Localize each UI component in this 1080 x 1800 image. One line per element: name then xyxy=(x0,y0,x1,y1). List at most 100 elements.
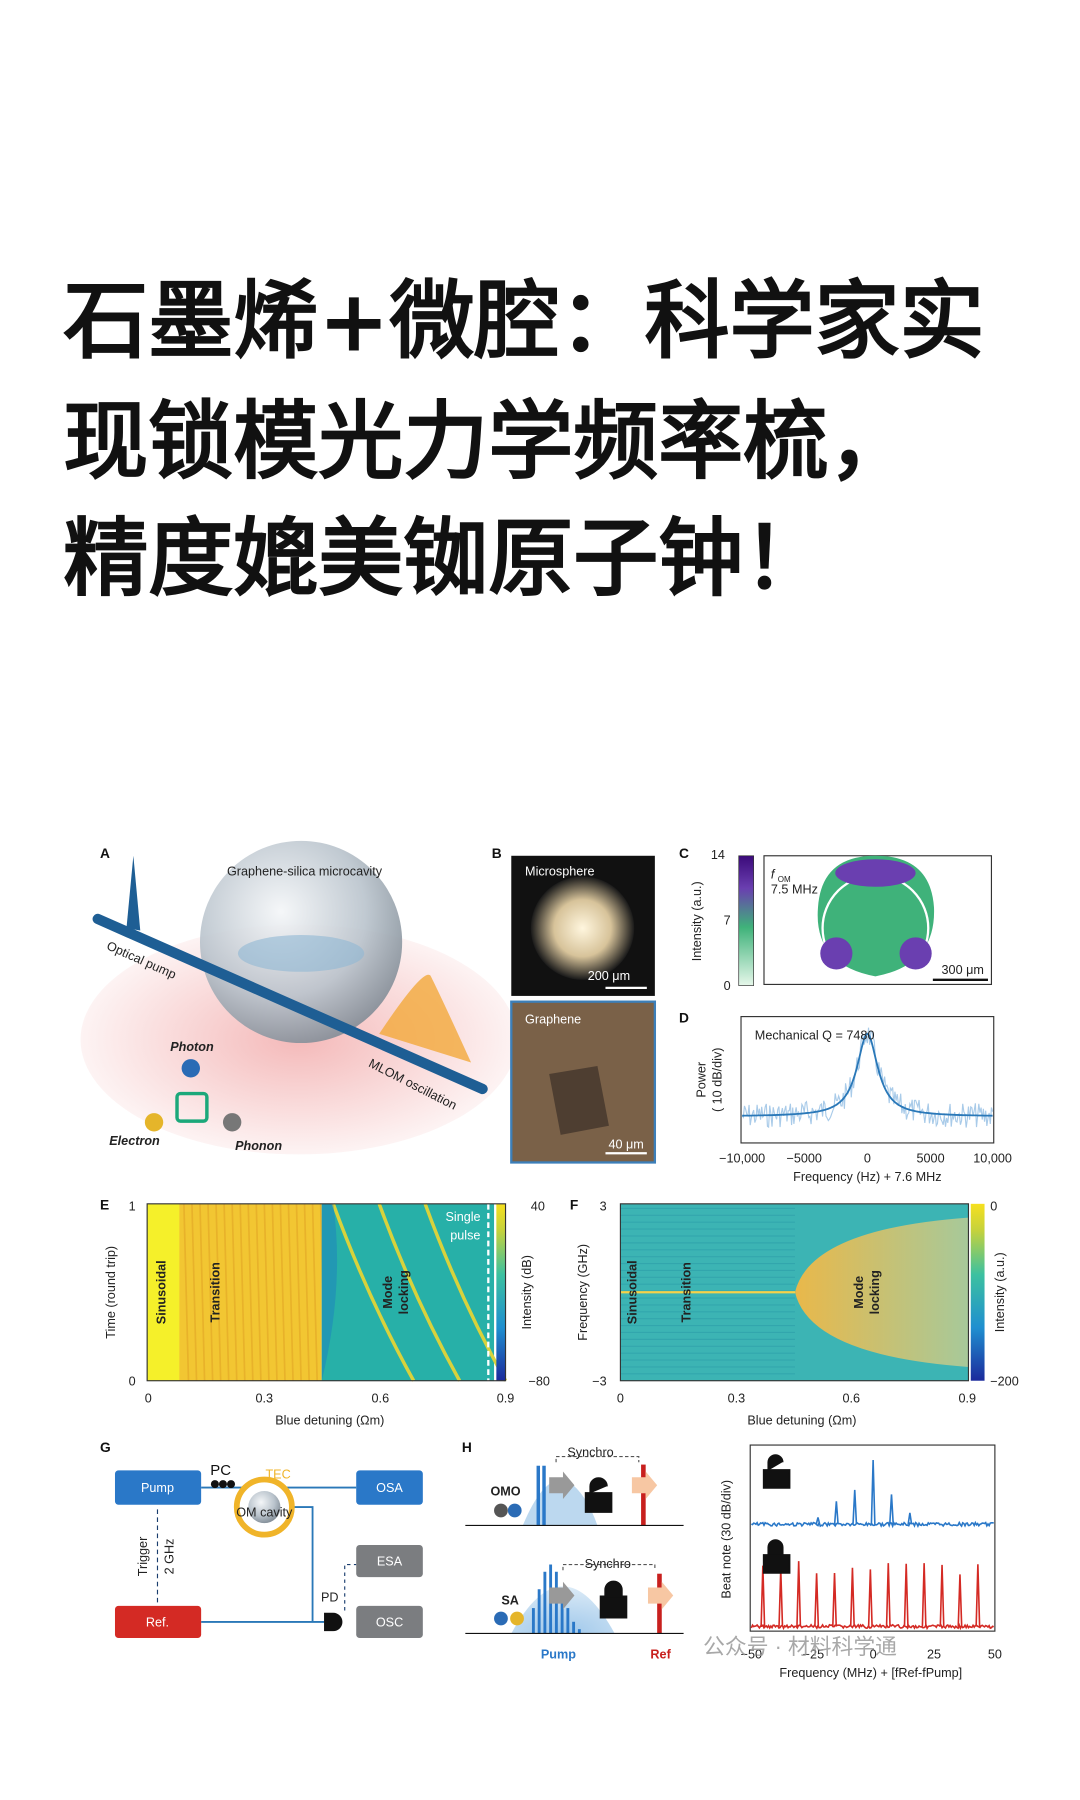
scale-label: 300 μm xyxy=(942,963,984,977)
axis-label: Intensity (a.u.) xyxy=(993,1252,1007,1332)
pd-link xyxy=(344,1563,357,1611)
region-label: locking xyxy=(397,1270,411,1314)
panel-label: C xyxy=(679,846,689,861)
frame xyxy=(146,1203,507,1382)
tick-label: 0 xyxy=(145,1392,152,1406)
shift-arrow xyxy=(647,1581,674,1610)
stripe xyxy=(199,1203,206,1381)
shade xyxy=(321,1203,338,1381)
tick-label: 0.3 xyxy=(256,1392,274,1406)
panel-label: H xyxy=(462,1440,472,1455)
stripes xyxy=(620,1207,796,1375)
axis-label: Intensity (dB) xyxy=(520,1255,534,1329)
stripe xyxy=(295,1203,302,1381)
stripe xyxy=(311,1203,319,1381)
comb-line xyxy=(560,1589,564,1634)
fit-trace xyxy=(742,1032,993,1117)
omo-line xyxy=(536,1465,540,1526)
soliton-traces xyxy=(321,1203,508,1382)
unlock-icon xyxy=(584,1477,613,1513)
region-label: Transition xyxy=(209,1262,223,1322)
tick-label: 0 xyxy=(870,1648,877,1662)
pc-dot xyxy=(226,1480,236,1489)
panel-g: Pump OSA ESA OSC Ref. G PC TEC OM cavity… xyxy=(100,1440,423,1639)
box-label: OSC xyxy=(376,1616,403,1630)
panel-d: D Mechanical Q = 7480 Power ( 10 dB/div)… xyxy=(679,1010,1012,1184)
comb-line xyxy=(566,1608,570,1634)
annotation: PD xyxy=(321,1590,339,1604)
trace xyxy=(331,1203,416,1382)
annotation: Ref xyxy=(650,1648,671,1662)
box-label: Ref. xyxy=(146,1616,169,1630)
heatmap-region xyxy=(147,1203,180,1381)
tick-label: 0.9 xyxy=(959,1392,977,1406)
panel-title: Graphene-silica microcavity xyxy=(227,864,383,878)
tick-label: −5000 xyxy=(786,1151,821,1165)
annotation: Synchro xyxy=(585,1557,631,1571)
tick-label: −50 xyxy=(741,1648,762,1662)
region-label: Single xyxy=(445,1210,480,1224)
tick-label: −80 xyxy=(529,1374,550,1388)
stripe xyxy=(263,1203,270,1381)
colorbar xyxy=(738,855,755,986)
axis-label: ( 10 dB/div) xyxy=(710,1047,724,1112)
region-label: Sinusoidal xyxy=(155,1260,169,1324)
stripe xyxy=(279,1203,286,1381)
electron-ball xyxy=(144,1113,164,1132)
panel-h: H Synchro Synchro OMO SA Pump Ref Beat n… xyxy=(462,1440,1002,1680)
phonon-ball xyxy=(222,1113,242,1132)
panel-label: F xyxy=(570,1198,578,1213)
annotation: PC xyxy=(210,1462,231,1479)
unlock-icon xyxy=(762,1454,791,1489)
stripe xyxy=(231,1203,238,1381)
synchro-bracket xyxy=(555,1455,656,1571)
colorbar xyxy=(970,1203,985,1381)
annotation: Mechanical Q = 7480 xyxy=(755,1029,875,1043)
panel-label: E xyxy=(100,1198,109,1213)
tick-label: 5000 xyxy=(917,1151,945,1165)
watermark: 公众号 · 材料科学通 xyxy=(703,1634,897,1659)
title-line: 现锁模光力学频率梳， xyxy=(63,393,913,492)
annotation: Trigger xyxy=(136,1537,150,1577)
box-label: Pump xyxy=(141,1481,174,1495)
stripe xyxy=(183,1203,190,1381)
annotation: Synchro xyxy=(567,1446,613,1460)
comb xyxy=(379,974,472,1063)
shift-arrow xyxy=(549,1581,575,1610)
ball xyxy=(494,1611,508,1626)
title-line: 精度媲美铷原子钟！ xyxy=(63,510,828,609)
stripe xyxy=(223,1203,230,1381)
comb-line xyxy=(537,1589,541,1634)
pc-dot xyxy=(210,1480,219,1489)
annotation: 7.5 MHz xyxy=(771,883,818,897)
comb-line xyxy=(572,1621,576,1634)
stripe xyxy=(191,1203,198,1381)
lobe xyxy=(899,937,932,970)
ball xyxy=(507,1503,522,1518)
panel-b: B Microsphere 200 μm Graphene 40 μm xyxy=(492,846,657,1164)
stripe xyxy=(239,1203,246,1381)
stripe xyxy=(287,1203,294,1381)
panel-f: F 3 −3 Frequency (GHz) Sinusoidal Transi… xyxy=(570,1198,1019,1428)
ref-box xyxy=(114,1605,202,1639)
axis-label: Frequency (Hz) + 7.6 MHz xyxy=(793,1170,941,1184)
axis-label: Frequency (GHz) xyxy=(576,1244,590,1341)
box-label: OSA xyxy=(376,1481,403,1495)
annotation: OMO xyxy=(490,1485,520,1499)
panel-label: B xyxy=(492,846,502,861)
annotation: SA xyxy=(501,1594,519,1608)
tick-label: 0.9 xyxy=(497,1392,515,1406)
panel-e: E 1 0 Time (round trip) Sinusoidal Trans… xyxy=(100,1198,550,1428)
annotation: Pump xyxy=(541,1648,576,1662)
tick-label: 0 xyxy=(129,1374,136,1388)
tick-label: 0 xyxy=(724,979,731,993)
panel-label: D xyxy=(679,1010,689,1025)
tick-label: 3 xyxy=(600,1200,607,1214)
lock-icon xyxy=(599,1580,628,1619)
tick-label: 1 xyxy=(129,1200,136,1214)
mode xyxy=(237,935,365,972)
fiber xyxy=(92,913,488,1095)
lock-icon xyxy=(762,1539,791,1574)
scale-label: 200 μm xyxy=(588,969,630,983)
